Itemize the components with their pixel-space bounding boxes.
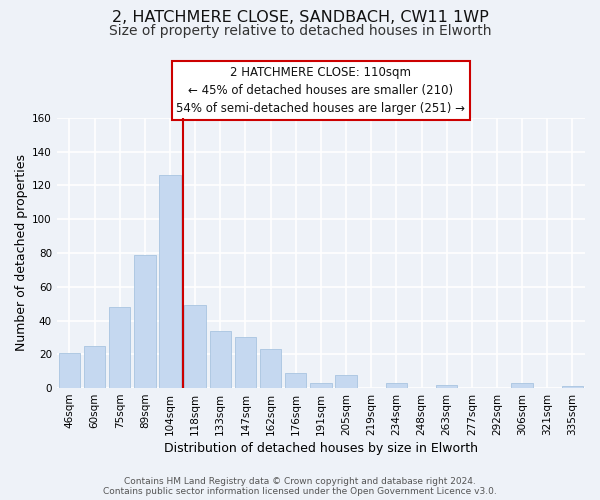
Bar <box>235 338 256 388</box>
Bar <box>260 349 281 388</box>
Bar <box>134 254 155 388</box>
Text: Contains public sector information licensed under the Open Government Licence v3: Contains public sector information licen… <box>103 487 497 496</box>
X-axis label: Distribution of detached houses by size in Elworth: Distribution of detached houses by size … <box>164 442 478 455</box>
Bar <box>436 384 457 388</box>
Text: 2, HATCHMERE CLOSE, SANDBACH, CW11 1WP: 2, HATCHMERE CLOSE, SANDBACH, CW11 1WP <box>112 10 488 25</box>
Text: 2 HATCHMERE CLOSE: 110sqm
← 45% of detached houses are smaller (210)
54% of semi: 2 HATCHMERE CLOSE: 110sqm ← 45% of detac… <box>176 66 466 115</box>
Bar <box>285 373 307 388</box>
Bar <box>562 386 583 388</box>
Bar <box>209 330 231 388</box>
Y-axis label: Number of detached properties: Number of detached properties <box>15 154 28 352</box>
Bar <box>109 307 130 388</box>
Bar <box>159 176 181 388</box>
Bar <box>184 306 206 388</box>
Bar <box>386 383 407 388</box>
Bar <box>335 374 357 388</box>
Bar <box>310 383 332 388</box>
Text: Size of property relative to detached houses in Elworth: Size of property relative to detached ho… <box>109 24 491 38</box>
Bar <box>59 352 80 388</box>
Bar <box>511 383 533 388</box>
Bar <box>84 346 105 388</box>
Text: Contains HM Land Registry data © Crown copyright and database right 2024.: Contains HM Land Registry data © Crown c… <box>124 477 476 486</box>
